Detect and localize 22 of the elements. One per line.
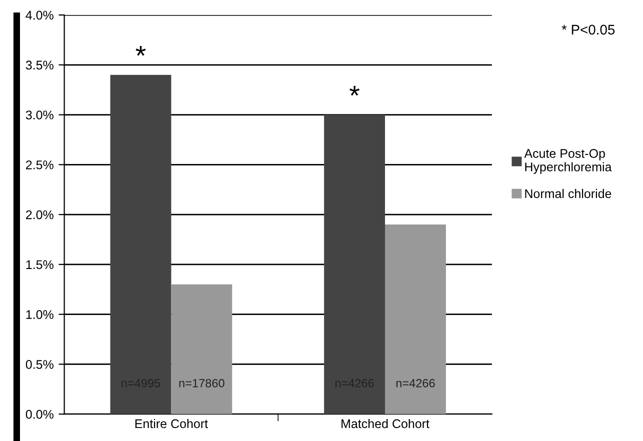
- annotation: *: [136, 46, 146, 56]
- y-tick-label: 2.5%: [26, 160, 54, 170]
- y-tick-label: 0.0%: [26, 410, 54, 419]
- y-tick-label: 4.0%: [26, 10, 54, 20]
- y-tick-label: 3.0%: [26, 110, 54, 120]
- annotation: n=4266: [396, 378, 435, 388]
- legend-label: Acute Post-Op Hyperchloremia: [524, 149, 612, 174]
- bar: [110, 74, 172, 414]
- y-tick-label: 1.0%: [26, 310, 54, 319]
- y-tick-label: 1.5%: [26, 260, 54, 270]
- annotation: n=17860: [179, 378, 224, 388]
- annotation: *: [350, 86, 360, 96]
- y-tick-label: 2.0%: [26, 210, 54, 220]
- legend-label: Normal chloride: [525, 188, 612, 198]
- bar: [171, 284, 232, 414]
- text: * P<0.05: [562, 24, 615, 35]
- y-tick-label: 0.5%: [26, 360, 54, 369]
- bar: [324, 114, 385, 414]
- bar: [384, 224, 446, 414]
- y-tick-label: 3.5%: [26, 60, 54, 70]
- x-tick-label: Matched Cohort: [342, 418, 430, 428]
- x-tick-label: Entire Cohort: [135, 418, 208, 428]
